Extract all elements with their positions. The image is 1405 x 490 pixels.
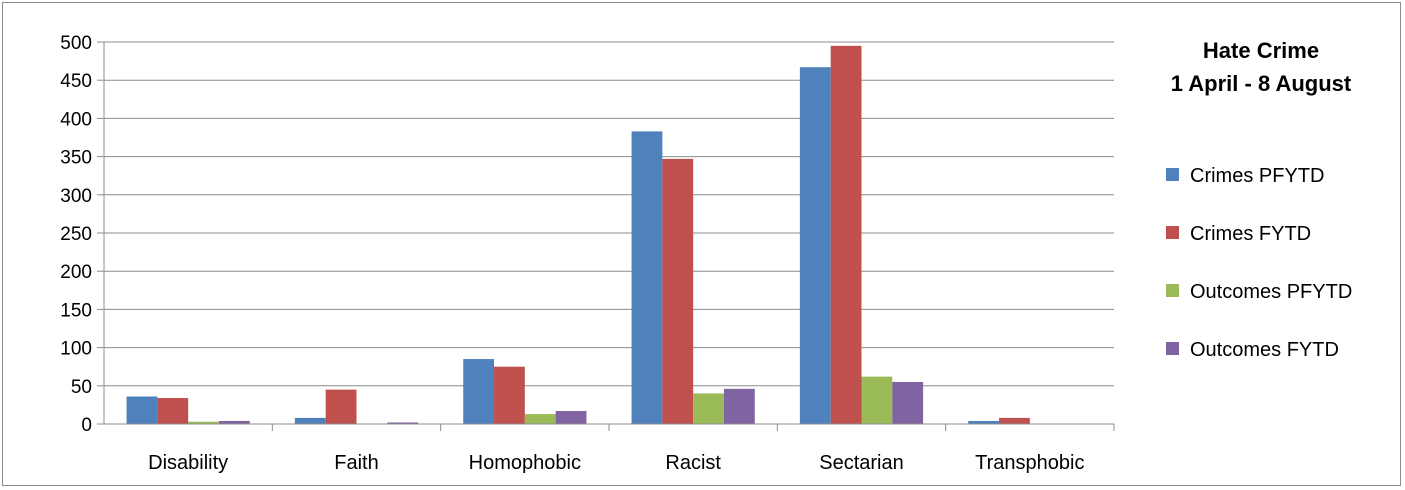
y-tick-label: 350 [60, 148, 92, 169]
legend-label: Crimes FYTD [1190, 223, 1311, 245]
bar-crimes-fytd-racist [662, 158, 694, 424]
bar-crimes-fytd-faith [325, 389, 357, 424]
y-tick-label: 200 [60, 262, 92, 283]
legend-label: Crimes PFYTD [1190, 165, 1324, 187]
bar-outcomes-pfytd-homophobic [524, 414, 556, 424]
chart-title: Hate Crime [1203, 38, 1319, 63]
bar-crimes-pfytd-sectarian [799, 67, 831, 424]
bar-crimes-fytd-sectarian [830, 45, 862, 424]
bar-outcomes-pfytd-sectarian [861, 376, 893, 424]
bar-crimes-fytd-transphobic [999, 417, 1030, 424]
bar-outcomes-fytd-racist [723, 388, 755, 424]
bars [126, 45, 1030, 424]
bar-crimes-pfytd-disability [126, 396, 158, 424]
bar-outcomes-pfytd-disability [188, 421, 219, 424]
bar-crimes-pfytd-faith [294, 417, 326, 424]
chart-subtitle: 1 April - 8 August [1171, 71, 1352, 96]
bar-outcomes-fytd-sectarian [892, 381, 924, 424]
legend-swatch [1166, 284, 1179, 297]
bar-crimes-pfytd-racist [631, 131, 663, 424]
y-tick-label: 0 [81, 415, 92, 436]
axes: 0 50 100 150 200 250 300 350 400 450 500 Disability… [60, 33, 1115, 474]
x-category-label: Racist [665, 452, 721, 474]
y-tick-label: 150 [60, 300, 92, 321]
bar-outcomes-fytd-disability [218, 420, 250, 424]
legend: Crimes PFYTD Crimes FYTD Outcomes PFYTD Out… [1166, 165, 1352, 361]
y-tick-label: 450 [60, 71, 92, 92]
y-tick-label: 300 [60, 186, 92, 207]
legend-swatch [1166, 168, 1179, 181]
legend-label: Outcomes PFYTD [1190, 281, 1352, 303]
bar-outcomes-fytd-faith [387, 422, 419, 424]
bar-crimes-fytd-homophobic [494, 366, 525, 424]
y-tick-label: 50 [71, 377, 92, 398]
bar-outcomes-pfytd-racist [693, 393, 724, 424]
x-category-label: Faith [334, 452, 378, 474]
y-tick-label: 500 [60, 33, 92, 54]
x-category-label: Disability [148, 452, 228, 474]
x-category-label: Homophobic [469, 452, 581, 474]
y-tick-label: 100 [60, 339, 92, 360]
y-tick-label: 250 [60, 224, 92, 245]
bar-outcomes-fytd-homophobic [555, 411, 587, 424]
x-category-label: Sectarian [819, 452, 904, 474]
bar-crimes-fytd-disability [157, 398, 189, 424]
gridlines [104, 41, 1114, 387]
x-category-label: Transphobic [975, 452, 1084, 474]
bar-crimes-pfytd-homophobic [463, 359, 495, 424]
legend-swatch [1166, 342, 1179, 355]
legend-swatch [1166, 226, 1179, 239]
legend-label: Outcomes FYTD [1190, 339, 1339, 361]
y-tick-label: 400 [60, 109, 92, 130]
bar-crimes-pfytd-transphobic [968, 420, 1000, 424]
